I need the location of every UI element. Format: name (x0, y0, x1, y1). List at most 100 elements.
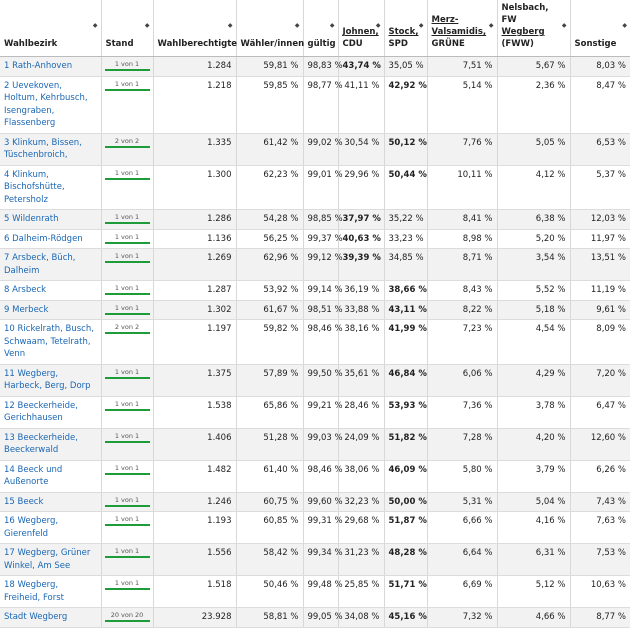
cell-fww: 5,05 % (496, 133, 570, 166)
district-link[interactable]: 4 Klinkum, Bischofshütte, Petersholz (0, 165, 101, 210)
cell-waehler: 60,75 % (235, 492, 303, 512)
cell-waehler: 61,40 % (235, 460, 303, 493)
column-header-label: SPD (388, 39, 408, 49)
district-link[interactable]: 18 Wegberg, Freiheid, Forst (0, 575, 101, 608)
column-header-label: Wahlberechtigte (157, 39, 238, 49)
progress-bar (104, 556, 150, 558)
district-link[interactable]: 3 Klinkum, Bissen, Tüschenbroich, (0, 133, 101, 166)
table-row: 16 Wegberg, Gierenfeld 1 von 1 1.193 60,85 … (0, 511, 630, 544)
column-header-gueltig[interactable]: gültig ◆ (302, 0, 338, 57)
column-header-gruene[interactable]: Merz- Valsamidis, GRÜNE ◆ (426, 0, 497, 57)
progress-bar (104, 293, 150, 295)
cell-sonstige: 6,47 % (569, 396, 630, 429)
district-link[interactable]: 8 Arsbeck (0, 280, 101, 301)
cell-sonstige: 6,26 % (569, 460, 630, 493)
column-header-cdu[interactable]: Johnen, CDU ◆ (337, 0, 384, 57)
district-link[interactable]: 15 Beeck (0, 492, 101, 512)
count-progress: 1 von 1 (100, 543, 153, 576)
sort-icon[interactable]: ◆ (329, 22, 335, 29)
column-header-stand[interactable]: Stand ◆ (100, 0, 153, 57)
column-header-sonstige[interactable]: Sonstige ◆ (569, 0, 630, 57)
cell-gueltig: 99,12 % (302, 248, 343, 281)
district-link[interactable]: 5 Wildenrath (0, 209, 101, 230)
district-link[interactable]: 13 Beeckerheide, Beeckerwald (0, 428, 101, 461)
cell-waehler: 56,25 % (235, 229, 303, 249)
cell-cdu: 38,16 % (337, 319, 384, 365)
sort-icon[interactable]: ◆ (227, 22, 233, 29)
column-header-waehler[interactable]: Wähler/innen ◆ (235, 0, 304, 57)
cell-gruene: 6,64 % (426, 543, 497, 576)
progress-bar (104, 177, 150, 180)
table-row: 6 Dalheim-Rödgen 1 von 1 1.136 56,25 % 99,37… (0, 229, 630, 249)
cell-gueltig: 98,46 % (302, 460, 343, 493)
cell-cdu: 39,39 % (337, 248, 384, 281)
cell-waehler: 65,86 % (235, 396, 303, 429)
cell-waehler: 50,46 % (235, 575, 303, 608)
sort-icon[interactable]: ◆ (561, 22, 567, 29)
cell-gueltig: 99,50 % (302, 364, 343, 397)
district-link[interactable]: 10 Rickelrath, Busch, Schwaam, Tetelrath… (0, 319, 101, 365)
cell-fww: 4,12 % (496, 165, 570, 210)
count-progress: 1 von 1 (100, 511, 153, 544)
cell-spd: 43,11 % (383, 300, 427, 320)
column-header-fww[interactable]: Nelsbach, FW Wegberg (FWW) ◆ (496, 0, 570, 57)
count-label: 1 von 1 (114, 495, 140, 504)
district-link[interactable]: 14 Beeck und Außenorte (0, 460, 101, 493)
district-link[interactable]: 16 Wegberg, Gierenfeld (0, 511, 101, 544)
cell-berechtigte: 1.538 (152, 396, 236, 429)
table-row: 7 Arsbeck, Büch, Dalheim 1 von 1 1.269 62,9… (0, 248, 630, 281)
district-link[interactable]: 2 Uevekoven, Holtum, Kehrbusch, Isengrab… (0, 76, 101, 134)
column-header-berechtigte[interactable]: Wahlberechtigte ◆ (152, 0, 238, 57)
count-progress: 1 von 1 (100, 492, 153, 512)
sort-icon[interactable]: ◆ (488, 22, 494, 29)
cell-cdu: 28,46 % (337, 396, 384, 429)
cell-sonstige: 10,63 % (569, 575, 630, 608)
progress-bar (104, 620, 150, 622)
cell-waehler: 58,81 % (235, 607, 303, 628)
table-row: 15 Beeck 1 von 1 1.246 60,75 % 99,60 % 32,23 … (0, 492, 630, 512)
cell-spd: 51,71 % (383, 575, 427, 608)
cell-berechtigte: 1.193 (152, 511, 236, 544)
sort-icon[interactable]: ◆ (294, 22, 300, 29)
sort-icon[interactable]: ◆ (622, 22, 627, 29)
count-label: 1 von 1 (114, 399, 140, 408)
cell-waehler: 59,81 % (235, 56, 303, 77)
cell-gruene: 5,80 % (426, 460, 497, 493)
cell-berechtigte: 1.335 (152, 133, 236, 166)
cell-gueltig: 99,02 % (302, 133, 343, 166)
count-progress: 1 von 1 (100, 76, 153, 134)
count-progress: 1 von 1 (100, 428, 153, 461)
cell-sonstige: 6,53 % (569, 133, 630, 166)
cell-sonstige: 8,77 % (569, 607, 630, 628)
cell-gruene: 5,14 % (426, 76, 497, 134)
cell-cdu: 24,09 % (337, 428, 384, 461)
cell-gueltig: 98,51 % (302, 300, 343, 320)
sort-icon[interactable]: ◆ (92, 22, 98, 29)
district-link[interactable]: 6 Dalheim-Rödgen (0, 229, 101, 249)
district-link[interactable]: 7 Arsbeck, Büch, Dalheim (0, 248, 101, 281)
district-link[interactable]: 1 Rath-Anhoven (0, 56, 101, 77)
cell-cdu: 29,96 % (337, 165, 384, 210)
count-label: 1 von 1 (114, 367, 140, 376)
sort-icon[interactable]: ◆ (418, 22, 424, 29)
sort-icon[interactable]: ◆ (144, 22, 150, 29)
sort-icon[interactable]: ◆ (375, 22, 381, 29)
district-link[interactable]: Stadt Wegberg (0, 607, 101, 628)
district-link[interactable]: 9 Merbeck (0, 300, 101, 320)
cell-sonstige: 5,37 % (569, 165, 630, 210)
cell-berechtigte: 1.136 (152, 229, 236, 249)
cell-gueltig: 98,46 % (302, 319, 343, 365)
district-link[interactable]: 12 Beeckerheide, Gerichhausen (0, 396, 101, 429)
cell-sonstige: 12,60 % (569, 428, 630, 461)
column-header-bezirk[interactable]: Wahlbezirk ◆ (0, 0, 101, 57)
cell-berechtigte: 1.246 (152, 492, 236, 512)
table-row: 13 Beeckerheide, Beeckerwald 1 von 1 1.406… (0, 428, 630, 461)
count-progress: 1 von 1 (100, 165, 153, 210)
column-header-spd[interactable]: Stock, SPD ◆ (383, 0, 427, 57)
cell-waehler: 58,42 % (235, 543, 303, 576)
count-progress: 1 von 1 (100, 364, 153, 397)
district-link[interactable]: 11 Wegberg, Harbeck, Berg, Dorp (0, 364, 101, 397)
cell-sonstige: 8,09 % (569, 319, 630, 365)
district-link[interactable]: 17 Wegberg, Grüner Winkel, Am See (0, 543, 101, 576)
cell-cdu: 41,11 % (337, 76, 384, 134)
